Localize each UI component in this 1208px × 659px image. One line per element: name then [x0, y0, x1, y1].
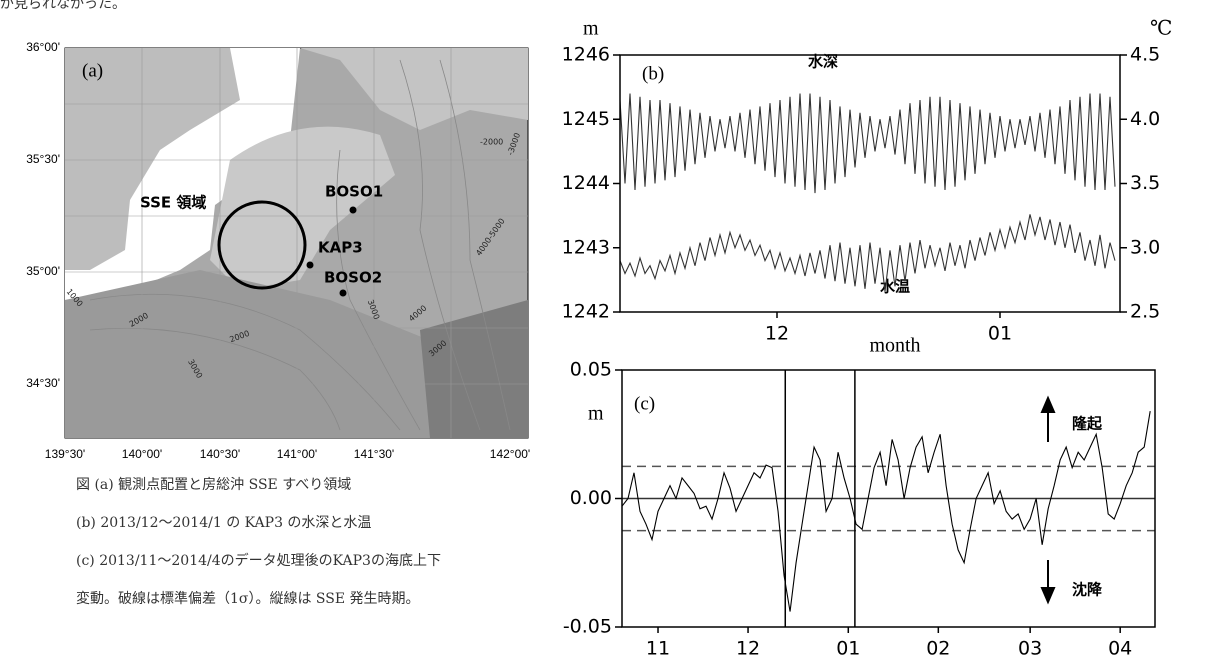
contour-label: -2000: [480, 138, 503, 147]
panel-label: (a): [82, 60, 103, 81]
y-tick-label: 1246: [562, 44, 610, 66]
y2-tick-label: 3.5: [1130, 172, 1160, 194]
y-tick-label: 1242: [562, 301, 610, 323]
series-line: [620, 214, 1115, 291]
lon-label: 140°00': [122, 447, 162, 461]
x-tick-label: 03: [1018, 638, 1042, 659]
caption-line: 図 (a) 観測点配置と房総沖 SSE すべり領域: [76, 476, 351, 493]
series-line: [620, 94, 1115, 194]
lon-label: 141°00': [277, 447, 317, 461]
lat-label: 35°30': [26, 152, 60, 166]
lon-label: 140°30': [200, 447, 240, 461]
panel-label: (b): [642, 63, 664, 84]
panel-label: (c): [634, 393, 655, 414]
y2-tick-label: 2.5: [1130, 301, 1160, 323]
down-arrow: [1042, 560, 1054, 602]
annotation: 隆起: [1072, 415, 1103, 433]
plot-frame: [620, 55, 1120, 312]
x-tick-label: 12: [765, 323, 789, 345]
y2-tick-label: 4.0: [1130, 108, 1160, 130]
y-tick-label: -0.05: [563, 616, 612, 638]
y-axis-label: m: [588, 403, 604, 425]
y-axis-label: m: [583, 18, 599, 40]
y-tick-label: 0.00: [570, 487, 612, 509]
caption-line: (c) 2013/11～2014/4のデータ処理後のKAP3の海底上下: [76, 552, 441, 569]
station-dot: [350, 207, 357, 214]
x-tick-label: 01: [988, 323, 1012, 345]
lon-label: 141°30': [354, 447, 394, 461]
station-label: BOSO2: [324, 269, 382, 287]
station-label: KAP3: [318, 239, 363, 257]
caption-line: (b) 2013/12～2014/1 の KAP3 の水深と水温: [76, 515, 371, 531]
station-dot: [340, 290, 347, 297]
lon-label: 139°30': [45, 447, 85, 461]
x-tick-label: 11: [646, 638, 670, 659]
up-arrow: [1042, 398, 1054, 442]
y-tick-label: 1243: [562, 236, 610, 258]
y2-axis-label: ℃: [1150, 18, 1172, 40]
lat-label: 36°00': [26, 40, 60, 54]
y-tick-label: 0.05: [570, 359, 612, 381]
y2-tick-label: 4.5: [1130, 44, 1160, 66]
series-line: [622, 411, 1150, 611]
x-tick-label: 04: [1108, 638, 1132, 659]
lon-label: 142°00': [490, 447, 530, 461]
page: が見られなかった。 (a) SSE 領域 BOSO1: [0, 0, 1208, 659]
x-axis-label: month: [869, 335, 920, 357]
y2-tick-label: 3.0: [1130, 236, 1160, 258]
lat-label: 35°00': [26, 264, 60, 278]
top-text: が見られなかった。: [0, 0, 126, 12]
map: (a) SSE 領域 BOSO1 KAP3 BOSO2 -2000 -3000 …: [26, 40, 530, 461]
annotation: 沈降: [1072, 581, 1103, 599]
x-tick-label: 12: [736, 638, 760, 659]
region-label: SSE 領域: [140, 194, 206, 212]
y-tick-label: 1244: [562, 172, 610, 194]
y-tick-label: 1245: [562, 108, 610, 130]
x-tick-label: 02: [926, 638, 950, 659]
caption-line: 変動。破線は標準偏差（1σ）。縦線は SSE 発生時期。: [76, 590, 420, 607]
lat-label: 34°30': [26, 376, 60, 390]
station-dot: [307, 262, 314, 269]
station-label: BOSO1: [325, 183, 383, 201]
x-tick-label: 01: [836, 638, 860, 659]
